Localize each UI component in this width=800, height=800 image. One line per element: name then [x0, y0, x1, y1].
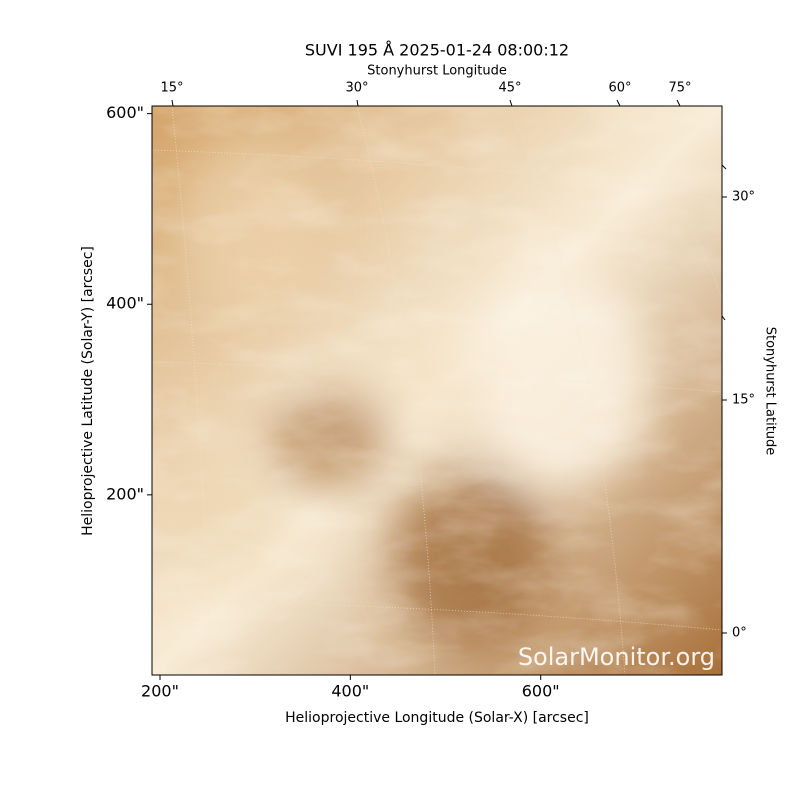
x-tick-label: 600" — [522, 682, 560, 701]
y-tick-label: 200" — [106, 484, 144, 503]
x-tick-label: 400" — [331, 682, 369, 701]
top-tick-label: 60° — [608, 81, 631, 96]
y-axis-label: Helioprojective Latitude (Solar-Y) [arcs… — [80, 246, 96, 536]
image-texture — [152, 106, 722, 675]
chart-title: SUVI 195 Å 2025-01-24 08:00:12 — [305, 41, 569, 60]
x-axis-label: Helioprojective Longitude (Solar-X) [arc… — [285, 710, 589, 726]
decorative-ticks — [171, 99, 727, 634]
top-ticks: 15° 30° 45° 60° 75° 30° 15° 0° — [160, 81, 755, 641]
right-tick-label: 15° — [732, 393, 755, 408]
watermark: SolarMonitor.org — [518, 643, 715, 671]
right-tick-label: 30° — [732, 190, 755, 205]
y-tick-label: 600" — [106, 103, 144, 122]
x-tick-label: 200" — [141, 682, 179, 701]
solar-image: SolarMonitor.org — [152, 106, 722, 675]
right-tick-label: 0° — [732, 626, 747, 641]
top-tick-label: 75° — [668, 81, 691, 96]
plot-frame — [151, 105, 723, 676]
right-axis-label: Stonyhurst Latitude — [763, 327, 778, 456]
top-axis-label: Stonyhurst Longitude — [367, 64, 507, 79]
top-tick-label: 15° — [160, 81, 183, 96]
top-tick-label: 30° — [345, 81, 368, 96]
y-tick-label: 400" — [106, 294, 144, 313]
coordinate-grid — [152, 106, 722, 675]
top-tick-label: 45° — [498, 81, 521, 96]
